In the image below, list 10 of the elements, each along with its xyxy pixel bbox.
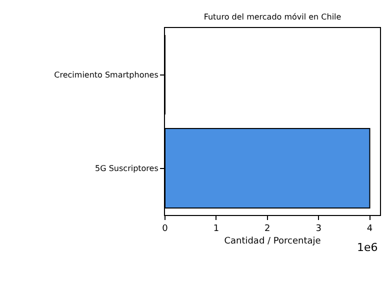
x-tick-label: 4: [366, 224, 373, 234]
x-tick-label: 0: [162, 224, 168, 234]
x-tick-label: 1: [213, 224, 220, 234]
x-tick-label: 2: [264, 224, 270, 234]
y-tick-label: Crecimiento Smartphones: [54, 70, 158, 80]
y-tick-label: 5G Suscriptores: [95, 164, 158, 174]
text: 1e6: [357, 241, 378, 254]
x-tick-label: 3: [316, 224, 322, 234]
x-axis-title: Cantidad / Porcentaje: [224, 236, 322, 247]
chart-title: Futuro del mercado móvil en Chile: [204, 12, 342, 22]
